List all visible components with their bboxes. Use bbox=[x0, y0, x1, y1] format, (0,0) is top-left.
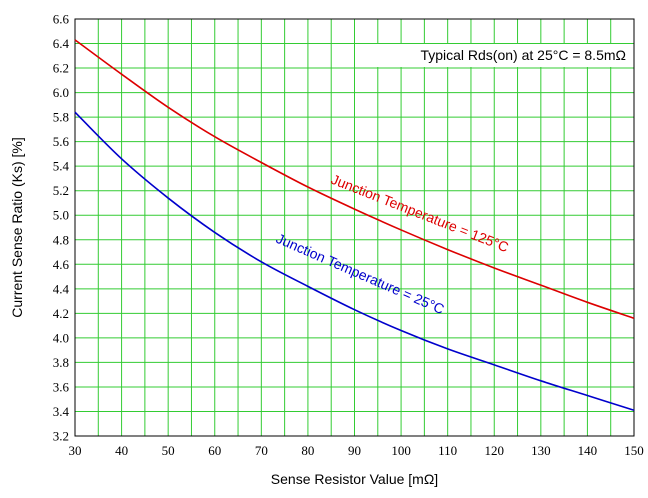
series-line-25c bbox=[74, 111, 635, 412]
x-tick-label: 120 bbox=[485, 443, 505, 458]
y-tick-label: 4.2 bbox=[53, 306, 69, 321]
x-tick-label: 90 bbox=[348, 443, 361, 458]
x-tick-label: 40 bbox=[115, 443, 128, 458]
x-tick-label: 60 bbox=[208, 443, 221, 458]
y-tick-label: 5.6 bbox=[53, 134, 70, 149]
series-lines bbox=[74, 39, 635, 412]
x-tick-label: 150 bbox=[624, 443, 644, 458]
annotation-text: Typical Rds(on) at 25°C = 8.5mΩ bbox=[420, 47, 626, 63]
x-tick-label: 50 bbox=[162, 443, 175, 458]
y-tick-label: 6.6 bbox=[53, 12, 70, 27]
plot-frame bbox=[74, 18, 635, 437]
y-tick-label: 3.6 bbox=[53, 379, 70, 394]
x-axis-title: Sense Resistor Value [mΩ] bbox=[271, 471, 438, 487]
x-tick-label: 110 bbox=[438, 443, 457, 458]
tick-labels: 30 40 50 60 70 80 90 100 110 120 130 140 150 3.2 3.4 3.… bbox=[53, 12, 644, 459]
y-tick-label: 3.8 bbox=[53, 355, 69, 370]
y-tick-label: 4.6 bbox=[53, 257, 70, 272]
x-tick-label: 130 bbox=[531, 443, 551, 458]
x-tick-label: 100 bbox=[391, 443, 411, 458]
x-tick-label: 140 bbox=[578, 443, 598, 458]
y-tick-label: 4.0 bbox=[53, 330, 69, 345]
y-tick-label: 4.4 bbox=[53, 281, 70, 296]
y-tick-label: 3.4 bbox=[53, 404, 70, 419]
y-tick-label: 3.2 bbox=[53, 429, 69, 444]
y-tick-label: 4.8 bbox=[53, 232, 69, 247]
grid bbox=[74, 18, 635, 437]
y-tick-label: 5.4 bbox=[53, 159, 70, 174]
x-tick-label: 30 bbox=[69, 443, 82, 458]
y-tick-label: 6.2 bbox=[53, 61, 69, 76]
y-axis-title: Current Sense Ratio (Ks) [%] bbox=[9, 137, 25, 318]
y-tick-label: 6.4 bbox=[53, 36, 70, 51]
annotation-background bbox=[355, 44, 631, 67]
x-tick-label: 80 bbox=[301, 443, 314, 458]
y-tick-label: 5.2 bbox=[53, 183, 69, 198]
y-tick-label: 5.0 bbox=[53, 208, 69, 223]
series-line-125c bbox=[74, 39, 635, 320]
y-tick-label: 6.0 bbox=[53, 85, 69, 100]
x-tick-label: 70 bbox=[255, 443, 268, 458]
y-tick-label: 5.8 bbox=[53, 110, 69, 125]
